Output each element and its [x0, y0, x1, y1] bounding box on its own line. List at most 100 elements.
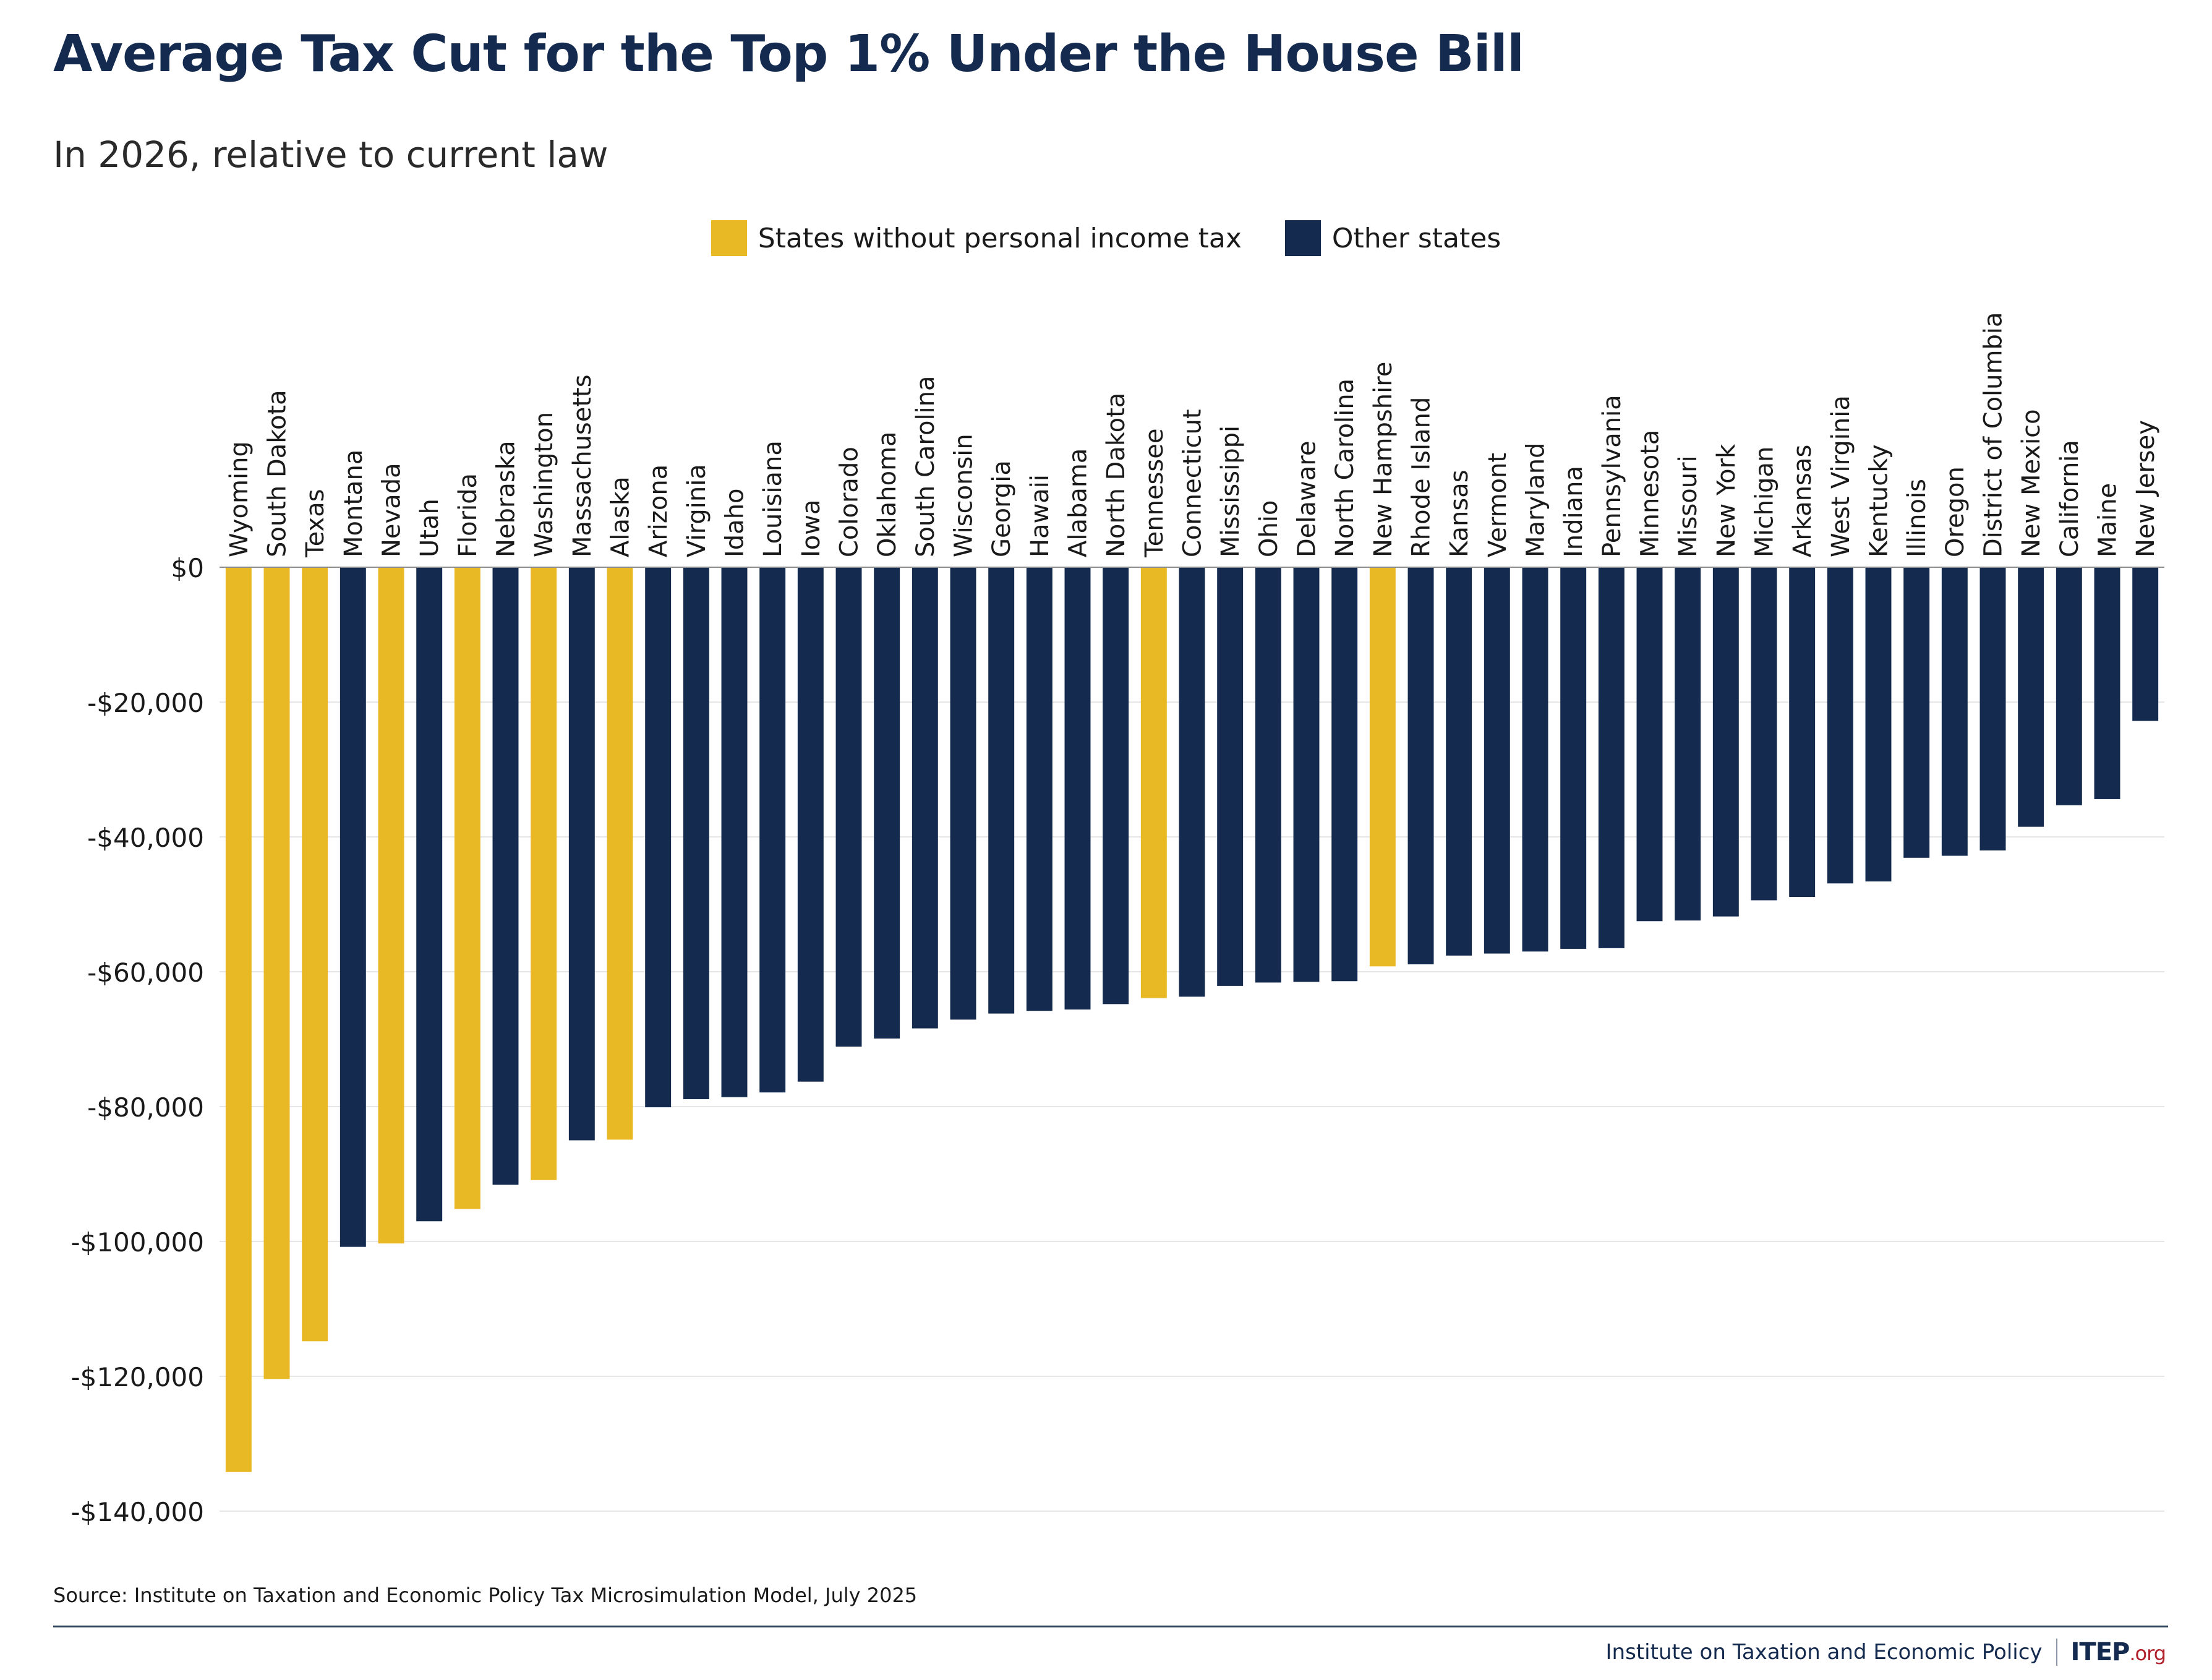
y-tick-label: -$100,000 [70, 1227, 204, 1258]
bar [1865, 567, 1892, 881]
x-tick-label: Louisiana [759, 440, 787, 557]
bar-chart: $0 -$20,000 -$40,000 -$60,000 -$80,000 -$100,… [70, 312, 2164, 1527]
y-tick-label: -$80,000 [87, 1092, 204, 1123]
bar [683, 567, 709, 1100]
x-tick-label: Texas [301, 489, 330, 558]
x-tick-label: Massachusetts [568, 374, 597, 557]
bar [645, 567, 672, 1108]
x-tick-label: Connecticut [1179, 409, 1207, 557]
x-tick-label: Utah [416, 499, 444, 557]
x-tick-label: District of Columbia [1979, 312, 2008, 557]
y-tick-label: -$40,000 [87, 823, 204, 853]
x-tick-label: Rhode Island [1407, 397, 1436, 557]
x-tick-label: Arizona [644, 465, 673, 557]
x-tick-label: New Mexico [2017, 409, 2046, 557]
source-note: Source: Institute on Taxation and Econom… [53, 1584, 918, 1607]
x-tick-label: Florida [454, 473, 482, 557]
bar [2094, 567, 2120, 799]
x-tick-label: Illinois [1903, 479, 1931, 557]
legend-swatch-gold [711, 220, 747, 256]
bar [1446, 567, 1472, 956]
x-tick-label: Maryland [1522, 442, 1550, 557]
x-tick-label: Maine [2094, 483, 2122, 557]
bar [1636, 567, 1663, 922]
y-tick-label: -$140,000 [70, 1497, 204, 1527]
x-tick-label: Oregon [1941, 466, 1970, 557]
x-tick-label: Idaho [721, 488, 749, 557]
bar [531, 567, 557, 1180]
x-tick-label: Tennessee [1140, 429, 1169, 558]
bar [1407, 567, 1434, 965]
x-tick-label: Kansas [1445, 469, 1474, 557]
y-tick-label: -$60,000 [87, 958, 204, 988]
bar [339, 567, 366, 1247]
bar [988, 567, 1015, 1014]
x-tick-label: Nevada [378, 463, 406, 557]
x-tick-label: Iowa [797, 500, 826, 558]
bar [416, 567, 443, 1222]
x-tick-label: New Hampshire [1369, 362, 1398, 557]
x-tick-label: Missouri [1674, 455, 1702, 557]
x-tick-label: Alabama [1064, 448, 1093, 557]
x-tick-label: Georgia [988, 460, 1016, 557]
bar [1103, 567, 1129, 1005]
x-tick-label: Minnesota [1636, 430, 1665, 557]
bar [1789, 567, 1816, 898]
x-tick-label: Oklahoma [873, 431, 902, 557]
bar [263, 567, 290, 1379]
y-tick-label: $0 [171, 553, 204, 583]
legend-swatch-navy [1284, 220, 1321, 256]
bar [302, 567, 328, 1342]
bar [1979, 567, 2006, 851]
x-tick-label: Colorado [835, 447, 864, 557]
legend-label-other-states: Other states [1331, 222, 1501, 254]
legend: States without personal income tax Other… [0, 220, 2212, 256]
x-tick-label: Montana [339, 450, 368, 557]
footer-org-name: Institute on Taxation and Economic Polic… [1605, 1640, 2043, 1665]
bar [1369, 567, 1396, 967]
x-tick-label: Delaware [1293, 441, 1322, 557]
y-tick-label: -$120,000 [70, 1362, 204, 1392]
x-tick-label: Michigan [1751, 447, 1779, 557]
chart-title: Average Tax Cut for the Top 1% Under the… [53, 25, 1524, 84]
bar [759, 567, 786, 1093]
x-tick-label: New York [1712, 444, 1741, 557]
bar [1140, 567, 1167, 998]
bar [950, 567, 976, 1020]
bar [1903, 567, 1930, 858]
bar [1560, 567, 1587, 949]
bar [492, 567, 519, 1185]
x-tick-label: Pennsylvania [1598, 395, 1626, 557]
bar [1179, 567, 1205, 997]
bar [912, 567, 938, 1029]
x-tick-label: Vermont [1484, 453, 1512, 557]
bar [874, 567, 900, 1039]
footer-separator [2056, 1639, 2057, 1666]
bar [1941, 567, 1968, 856]
x-tick-label: Wyoming [225, 441, 254, 557]
x-tick-label: South Dakota [263, 390, 292, 557]
x-tick-label: Virginia [683, 464, 711, 557]
x-tick-label: Mississippi [1216, 426, 1245, 557]
itep-logo[interactable]: ITEP.org [2071, 1638, 2166, 1666]
x-tick-label: Kentucky [1865, 444, 1894, 557]
x-tick-label: Hawaii [1026, 474, 1054, 557]
chart-subtitle: In 2026, relative to current law [53, 134, 609, 176]
x-tick-label: Nebraska [492, 440, 521, 557]
itep-logo-suffix: .org [2129, 1642, 2166, 1665]
bar [454, 567, 480, 1209]
bar [835, 567, 862, 1047]
x-tick-label: Arkansas [1788, 445, 1817, 557]
bar [1331, 567, 1358, 982]
bar [1598, 567, 1625, 948]
bar [1255, 567, 1281, 983]
bar [1675, 567, 1701, 921]
bar [1484, 567, 1510, 954]
itep-logo-text: ITEP [2070, 1638, 2130, 1666]
footer: Institute on Taxation and Economic Polic… [1606, 1638, 2166, 1666]
bar [378, 567, 404, 1244]
bar [2018, 567, 2044, 827]
x-tick-label: New Jersey [2132, 420, 2160, 557]
legend-item-other-states: Other states [1284, 220, 1501, 256]
x-tick-label: Washington [530, 412, 558, 557]
